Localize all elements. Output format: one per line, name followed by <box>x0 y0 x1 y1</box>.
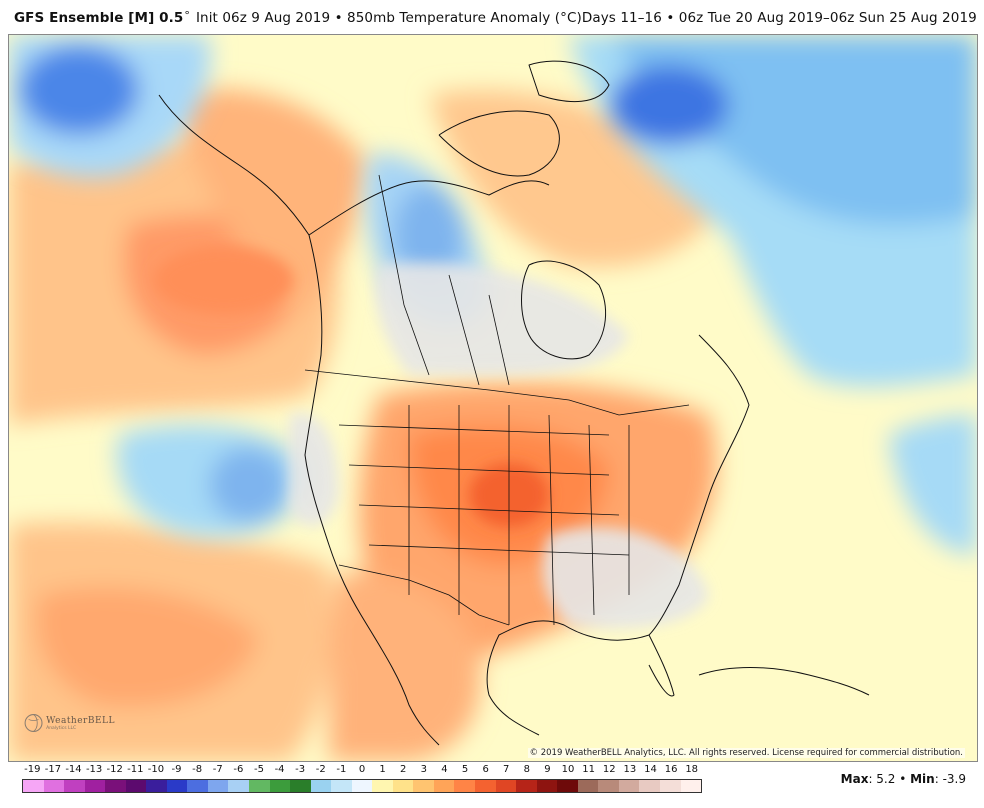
max-min-stats: Max: 5.2 • Min: -3.9 <box>841 772 966 786</box>
color-legend-bar <box>22 779 702 793</box>
legend-swatch <box>23 780 44 792</box>
logo-sub: Analytics LLC <box>46 725 77 731</box>
legend-tick-label: -7 <box>212 764 223 775</box>
legend-swatch <box>249 780 270 792</box>
legend-tick-label: -17 <box>44 764 62 775</box>
cold-anomalies <box>9 35 977 555</box>
legend-tick-label: 5 <box>461 764 469 775</box>
legend-tick-label: 16 <box>664 764 678 775</box>
legend-tick-label: 6 <box>482 764 489 775</box>
max-value: : 5.2 <box>868 772 896 786</box>
legend-tick-label: 11 <box>582 764 596 775</box>
copyright-notice: © 2019 WeatherBELL Analytics, LLC. All r… <box>527 748 965 758</box>
degree-symbol: ° <box>184 9 190 22</box>
legend-swatch <box>659 780 681 792</box>
legend-swatch <box>516 780 537 792</box>
legend-swatch <box>105 780 126 792</box>
logo-name: WeatherBELL <box>46 715 115 726</box>
legend-tick-label: -6 <box>233 764 244 775</box>
anomaly-map: WeatherBELL Analytics LLC © 2019 Weather… <box>8 34 978 762</box>
legend-tick-label: 4 <box>441 764 448 775</box>
weatherbell-logo: WeatherBELL Analytics LLC <box>23 699 115 747</box>
legend-tick-label: -1 <box>336 764 347 775</box>
legend-swatch <box>495 780 517 792</box>
model-title: GFS Ensemble [M] 0.5 <box>14 10 184 26</box>
political-borders <box>304 174 690 626</box>
legend-tick-label: 12 <box>602 764 616 775</box>
legend-tick-label: 9 <box>544 764 551 775</box>
neutral-areas <box>289 262 709 629</box>
legend-tick-label: -13 <box>85 764 103 775</box>
min-value: : -3.9 <box>934 772 966 786</box>
max-label: Max <box>840 772 869 786</box>
legend-tick-label: 1 <box>379 764 386 775</box>
legend-tick-label: 0 <box>358 764 366 775</box>
legend-swatch <box>269 780 291 792</box>
legend-swatch <box>680 780 702 792</box>
legend-tick-label: 8 <box>523 764 531 775</box>
legend-tick-label: -3 <box>295 764 306 775</box>
legend-swatch <box>290 780 311 792</box>
legend-tick-label: 7 <box>503 764 510 775</box>
legend-tick-label: 14 <box>644 764 657 775</box>
init-info: Init 06z 9 Aug 2019 • 850mb Temperature … <box>195 10 582 26</box>
legend-tick-label: -4 <box>274 764 285 775</box>
legend-swatch <box>475 780 496 792</box>
legend-tick-label: -8 <box>192 764 203 775</box>
legend-swatch <box>64 780 85 792</box>
legend-swatch <box>598 780 619 792</box>
legend-swatch <box>639 780 660 792</box>
legend-swatch <box>146 780 167 792</box>
legend-swatch <box>187 780 208 792</box>
legend-tick-label: -12 <box>106 764 123 775</box>
legend-swatch <box>207 780 229 792</box>
legend-swatch <box>413 780 434 792</box>
color-legend-labels: -19 -17 -14 -13 -12 -11 -10 -9 -8 -7 -6 -5 -4 -3 -2 -1 0… <box>22 764 702 778</box>
legend-tick-label: 13 <box>623 764 637 775</box>
legend-swatch <box>557 780 578 792</box>
stats-separator: • <box>895 772 911 786</box>
logo-swirl-icon <box>24 714 43 732</box>
anomaly-shading <box>9 88 729 761</box>
color-legend: -19 -17 -14 -13 -12 -11 -10 -9 -8 -7 -6 -5 -4 -3 -2 -1 0… <box>22 764 702 798</box>
legend-swatch <box>372 780 393 792</box>
min-label: Min <box>910 772 935 786</box>
legend-swatch <box>43 780 65 792</box>
legend-tick-label: 3 <box>420 764 427 775</box>
legend-tick-label: 2 <box>400 764 407 775</box>
map-header: GFS Ensemble [M] 0.5 ° Init 06z 9 Aug 201… <box>0 0 984 36</box>
anomaly-map-canvas <box>9 35 977 761</box>
legend-swatch <box>310 780 332 792</box>
legend-swatch <box>125 780 147 792</box>
legend-swatch <box>351 780 373 792</box>
legend-tick-label: 10 <box>561 764 575 775</box>
legend-swatch <box>577 780 599 792</box>
legend-tick-label: -10 <box>147 764 165 775</box>
legend-swatch <box>433 780 455 792</box>
legend-swatch <box>618 780 640 792</box>
pacific-warm-core <box>154 246 294 314</box>
legend-swatch <box>228 780 250 792</box>
legend-swatch <box>331 780 352 792</box>
legend-tick-label: -2 <box>315 764 326 775</box>
legend-swatch <box>454 780 476 792</box>
legend-tick-label: -14 <box>65 764 82 775</box>
valid-days: Days 11–16 • 06z Tue 20 Aug 2019–06z Sun… <box>581 10 977 26</box>
legend-tick-label: -5 <box>253 764 264 775</box>
legend-swatch <box>536 780 558 792</box>
coastlines <box>158 60 870 746</box>
legend-swatch <box>166 780 188 792</box>
legend-tick-label: 18 <box>685 764 699 775</box>
legend-tick-label: -11 <box>127 764 144 775</box>
legend-tick-label: -19 <box>24 764 41 775</box>
legend-tick-label: -9 <box>171 764 182 775</box>
legend-swatch <box>84 780 106 792</box>
header-left: GFS Ensemble [M] 0.5 ° Init 06z 9 Aug 201… <box>14 9 582 26</box>
legend-swatch <box>392 780 414 792</box>
